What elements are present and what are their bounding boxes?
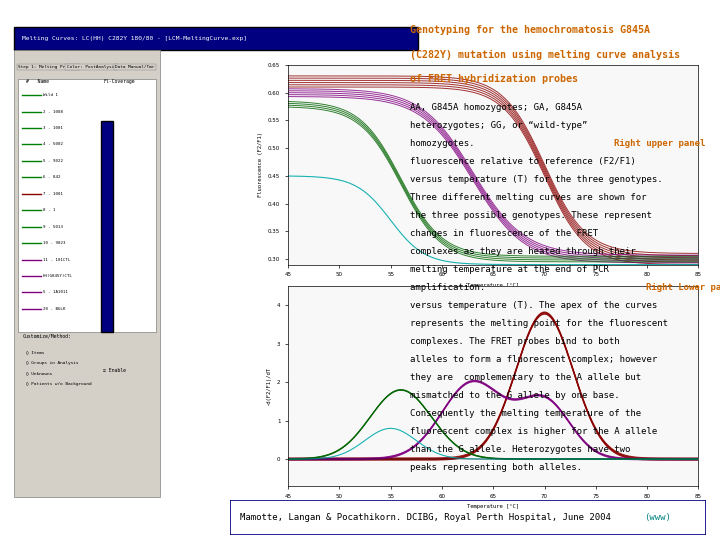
X-axis label: Temperature [°C]: Temperature [°C] [467,283,519,288]
Text: amplification.: amplification. [410,283,491,292]
Text: Wild 1: Wild 1 [42,93,58,97]
Text: peaks representing both alleles.: peaks representing both alleles. [410,463,582,472]
Text: they are  complementary to the A allele but: they are complementary to the A allele b… [410,373,642,382]
Text: fluorescent complex is higher for the A allele: fluorescent complex is higher for the A … [410,427,657,436]
Text: homozygotes.: homozygotes. [410,139,480,148]
Text: Right Lower panel: Right Lower panel [646,283,720,292]
Text: fluorescence relative to reference (F2/F1): fluorescence relative to reference (F2/F… [410,157,636,166]
Text: Fl-Coverage: Fl-Coverage [103,79,135,84]
FancyBboxPatch shape [14,51,160,497]
Text: represents the melting point for the fluorescent: represents the melting point for the flu… [410,319,668,328]
X-axis label: Temperature [°C]: Temperature [°C] [467,504,519,509]
Text: of FRET hybridization probes: of FRET hybridization probes [410,74,578,84]
Y-axis label: -d(F2/F1)/dT: -d(F2/F1)/dT [266,367,271,406]
Text: Customize/Method:: Customize/Method: [22,333,71,338]
Text: Step 1: Melting Profile: Step 1: Melting Profile [19,65,78,69]
Text: 7 - 1001: 7 - 1001 [42,192,63,196]
Text: 9 - 5013: 9 - 5013 [42,225,63,228]
Text: HH(G845Y)CTL: HH(G845Y)CTL [42,274,73,278]
Text: mismatched to the G allele by one base.: mismatched to the G allele by one base. [410,391,620,400]
Text: Melting Curves: LC(HH) C282Y 180/80 - [LCM-MeltingCurve.exp]: Melting Curves: LC(HH) C282Y 180/80 - [L… [22,36,248,41]
Text: heterozygotes; GG, or “wild-type”: heterozygotes; GG, or “wild-type” [410,121,588,130]
Text: than the G allele. Heterozygotes have two: than the G allele. Heterozygotes have tw… [410,445,631,454]
Text: 6 - 842: 6 - 842 [42,176,60,179]
Text: ☑ Enable: ☑ Enable [103,368,126,373]
Text: 2 - 1008: 2 - 1008 [42,110,63,113]
Text: 8 - 1: 8 - 1 [42,208,55,212]
Text: ○ Items: ○ Items [27,350,45,355]
Text: 11 - 101CTL: 11 - 101CTL [42,258,70,261]
Text: alleles to form a fluorescent complex; however: alleles to form a fluorescent complex; h… [410,355,657,364]
Text: Genotyping for the hemochromatosis G845A: Genotyping for the hemochromatosis G845A [410,25,650,36]
Text: 10 - 9023: 10 - 9023 [42,241,65,245]
Text: changes in fluorescence of the FRET: changes in fluorescence of the FRET [410,229,598,238]
Text: 3 - 1001: 3 - 1001 [42,126,63,130]
Text: versus temperature (T) for the three genotypes.: versus temperature (T) for the three gen… [410,175,663,184]
Y-axis label: Fluorescence (F2/F1): Fluorescence (F2/F1) [258,132,263,197]
Text: (www): (www) [644,512,671,522]
FancyBboxPatch shape [19,79,156,332]
Text: 4 - 5002: 4 - 5002 [42,143,63,146]
Text: Right upper panel: Right upper panel [614,139,706,148]
Text: versus temperature (T). The apex of the curves: versus temperature (T). The apex of the … [410,301,657,310]
Text: (C282Y) mutation using melting curve analysis: (C282Y) mutation using melting curve ana… [410,50,680,60]
Text: melting temperature at the end of PCR: melting temperature at the end of PCR [410,265,609,274]
Text: 5 - 9022: 5 - 9022 [42,159,63,163]
Text: AA, G845A homozygotes; GA, G845A: AA, G845A homozygotes; GA, G845A [410,103,582,112]
FancyBboxPatch shape [101,121,113,332]
Text: ○ Patients w/o Background: ○ Patients w/o Background [27,382,92,386]
Text: Consequently the melting temperature of the: Consequently the melting temperature of … [410,409,642,418]
Text: Color: PostAnalysis: Color: PostAnalysis [67,65,117,69]
Text: 5 - 1A1011: 5 - 1A1011 [42,291,68,294]
Text: 20 - BULK: 20 - BULK [42,307,65,311]
Text: #   Name: # Name [27,79,50,84]
Text: Mamotte, Langan & Pocathikorn. DCIBG, Royal Perth Hospital, June 2004: Mamotte, Langan & Pocathikorn. DCIBG, Ro… [240,512,616,522]
Text: ○ Groups in Analysis: ○ Groups in Analysis [27,361,79,365]
Text: complexes. The FRET probes bind to both: complexes. The FRET probes bind to both [410,337,620,346]
Text: the three possible genotypes. These represent: the three possible genotypes. These repr… [410,211,652,220]
Text: Data Manual/Tmr: Data Manual/Tmr [115,65,155,69]
Text: complexes as they are heated through their: complexes as they are heated through the… [410,247,636,256]
Text: ○ Unknowns: ○ Unknowns [27,371,53,375]
Text: Three different melting curves are shown for: Three different melting curves are shown… [410,193,647,202]
FancyBboxPatch shape [14,27,418,51]
